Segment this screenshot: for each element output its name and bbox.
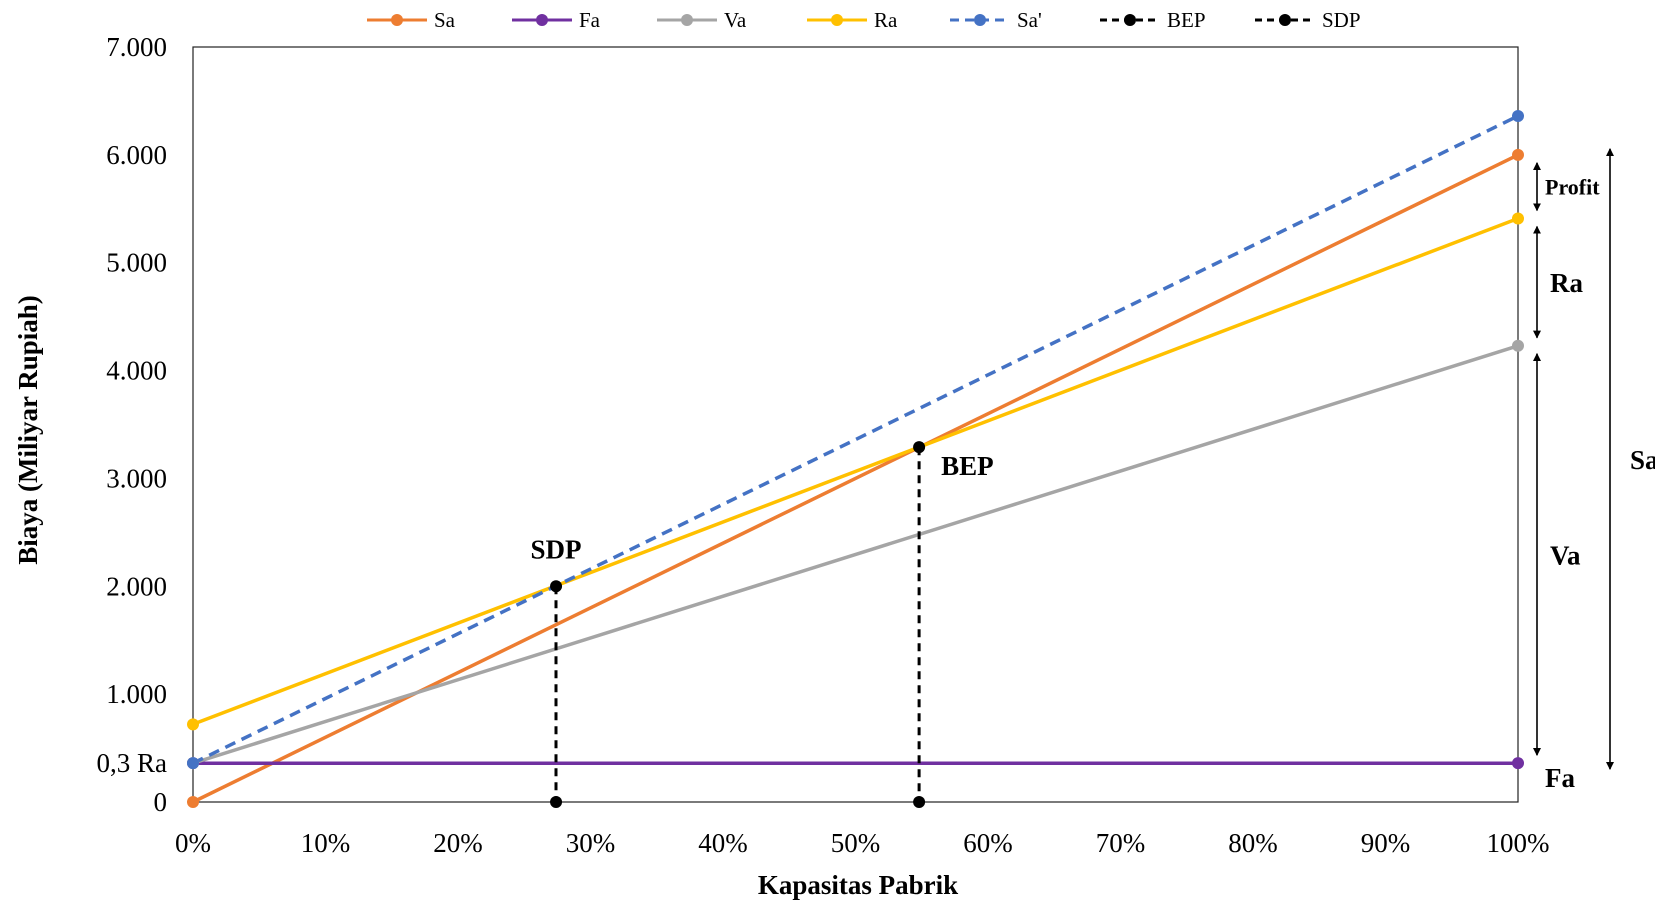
x-tick-label: 0% (175, 828, 211, 858)
data-point-sa (187, 757, 199, 770)
data-point-sa (187, 796, 199, 808)
range-brackets: Profit Ra Va Fa Sa (1533, 148, 1655, 793)
legend-marker-sdp (1279, 14, 1291, 26)
y-tick-label: 4.000 (106, 356, 167, 386)
range-label-profit: Profit (1545, 175, 1600, 200)
y-axis-ticks: 0 0,3 Ra 1.000 2.000 3.000 4.000 5.000 6.000 7.0… (97, 32, 168, 817)
legend-label-sa: Sa (434, 8, 456, 32)
x-axis-ticks: 0% 10% 20% 30% 40% 50% 60% 70% 80% 90% 100% (175, 828, 1550, 858)
y-tick-label: 2.000 (106, 571, 167, 601)
range-label-ra: Ra (1550, 268, 1583, 298)
data-point-fa (1512, 757, 1524, 770)
series-points (187, 110, 1524, 808)
data-point-bep (913, 796, 926, 808)
legend-label-sdp: SDP (1322, 8, 1361, 32)
data-point-sa (1512, 110, 1524, 123)
legend-marker-bep (1124, 14, 1136, 26)
annotations: BEP SDP (531, 451, 994, 564)
legend-label-va: Va (724, 8, 747, 32)
legend-label-sa: Sa' (1017, 8, 1042, 32)
legend-label-bep: BEP (1167, 8, 1206, 32)
y-tick-label: 7.000 (106, 32, 167, 62)
range-label-va: Va (1550, 540, 1581, 570)
x-tick-label: 20% (433, 828, 483, 858)
y-tick-label: 5.000 (106, 248, 167, 278)
x-tick-label: 70% (1096, 828, 1146, 858)
series-lines (192, 114, 1519, 804)
annotation-sdp: SDP (531, 534, 582, 564)
x-tick-label: 10% (301, 828, 351, 858)
x-tick-label: 60% (963, 828, 1013, 858)
y-tick-label: 0 (154, 787, 168, 817)
x-tick-label: 80% (1228, 828, 1278, 858)
series-line-ra (192, 216, 1519, 726)
x-tick-label: 50% (831, 828, 881, 858)
y-tick-label: 6.000 (106, 140, 167, 170)
annotation-bep: BEP (941, 451, 994, 481)
data-point-va (1512, 339, 1524, 352)
series-line-sa (192, 153, 1519, 804)
y-axis-title: Biaya (Miliyar Rupiah) (13, 295, 43, 565)
data-point-sdp (550, 580, 563, 593)
x-tick-label: 90% (1361, 828, 1411, 858)
data-point-sdp (550, 796, 563, 808)
plot-border (192, 46, 1519, 803)
data-point-sa (1512, 148, 1524, 161)
legend-label-ra: Ra (874, 8, 898, 32)
y-tick-label: 1.000 (106, 679, 167, 709)
legend-marker-ra (831, 14, 843, 26)
x-tick-label: 30% (566, 828, 616, 858)
data-point-ra (1512, 212, 1524, 225)
range-label-sa: Sa (1630, 445, 1655, 475)
y-tick-label: 3.000 (106, 463, 167, 493)
x-tick-label: 100% (1487, 828, 1550, 858)
data-point-bep (913, 441, 926, 454)
series-line-va (192, 344, 1519, 765)
legend-marker-fa (536, 14, 548, 26)
series-line-sa (192, 114, 1519, 765)
legend-label-fa: Fa (579, 8, 601, 32)
y-tick-label: 0,3 Ra (97, 748, 168, 778)
range-label-fa: Fa (1545, 763, 1575, 793)
x-axis-title: Kapasitas Pabrik (758, 870, 958, 900)
data-point-ra (187, 718, 199, 731)
plot-area (192, 46, 1519, 803)
x-tick-label: 40% (698, 828, 748, 858)
legend-marker-va (681, 14, 693, 26)
legend-marker-sa (974, 14, 986, 26)
legend-marker-sa (391, 14, 403, 26)
legend: Sa Fa Va Ra Sa' BEP SDP (367, 8, 1361, 32)
